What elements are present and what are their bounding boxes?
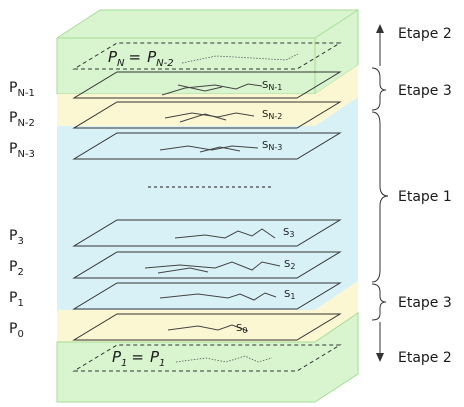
- path-sn3-b: [199, 146, 241, 153]
- label-sn3: SN-3: [262, 140, 282, 152]
- middle-blue-block: [57, 97, 358, 310]
- label-p2: P2: [9, 259, 24, 278]
- path-sn3: [159, 145, 259, 151]
- label-sn1: SN-1: [262, 80, 282, 92]
- label-p1: P1: [9, 290, 24, 309]
- dashed-path-bottom: [175, 355, 273, 363]
- path-sn2-b: [179, 113, 227, 123]
- label-etape1: Etape 1: [398, 189, 452, 205]
- label-sn2: SN-2: [262, 109, 282, 121]
- label-p0: P0: [9, 321, 24, 340]
- bottom-green-block: [56, 312, 359, 403]
- plane-p3: [72, 219, 342, 247]
- label-s3: S3: [283, 227, 294, 239]
- label-s0: S0: [236, 323, 247, 335]
- label-s2: S2: [284, 259, 295, 271]
- brace-etape3-bottom: [371, 283, 387, 321]
- top-green-edge: [314, 9, 359, 39]
- label-pn2: PN-2: [9, 110, 35, 129]
- label-etape2-bottom: Etape 2: [398, 350, 452, 366]
- plane-p0: [72, 313, 342, 341]
- path-sn1-b: [177, 84, 223, 92]
- path-sn2: [164, 112, 255, 119]
- equality-bottom: P1 = P1: [112, 348, 165, 369]
- dashed-plane-bottom: [72, 344, 342, 372]
- equality-top: PN = PN-2: [108, 48, 174, 69]
- path-s0: [167, 324, 249, 332]
- path-s3: [174, 228, 276, 239]
- brace-etape1: [371, 111, 389, 283]
- plane-pn2: [72, 101, 342, 129]
- arrow-down: [376, 322, 384, 362]
- path-s2-b: [157, 267, 209, 274]
- dashed-path-top: [181, 53, 299, 64]
- dashed-plane-top: [72, 42, 342, 70]
- label-etape2-top: Etape 2: [398, 26, 452, 42]
- label-pn3: PN-3: [9, 141, 35, 160]
- label-etape3-bottom: Etape 3: [398, 295, 452, 311]
- bottom-yellow-band: [57, 281, 358, 342]
- plane-p2: [72, 251, 342, 279]
- bottom-green-front: [56, 312, 359, 403]
- plane-pn3: [72, 132, 342, 160]
- path-s2: [144, 261, 281, 271]
- label-pn1: PN-1: [9, 80, 35, 99]
- brace-etape3-top: [371, 67, 387, 111]
- label-etape3-top: Etape 3: [398, 83, 452, 99]
- path-sn1: [161, 83, 263, 96]
- path-s1: [159, 292, 277, 301]
- arrow-up: [376, 24, 384, 66]
- plane-p1: [72, 282, 342, 310]
- label-p3: P3: [9, 228, 24, 247]
- top-yellow-band: [57, 65, 358, 126]
- plane-pn1: [72, 71, 342, 99]
- label-s1: S1: [284, 289, 295, 301]
